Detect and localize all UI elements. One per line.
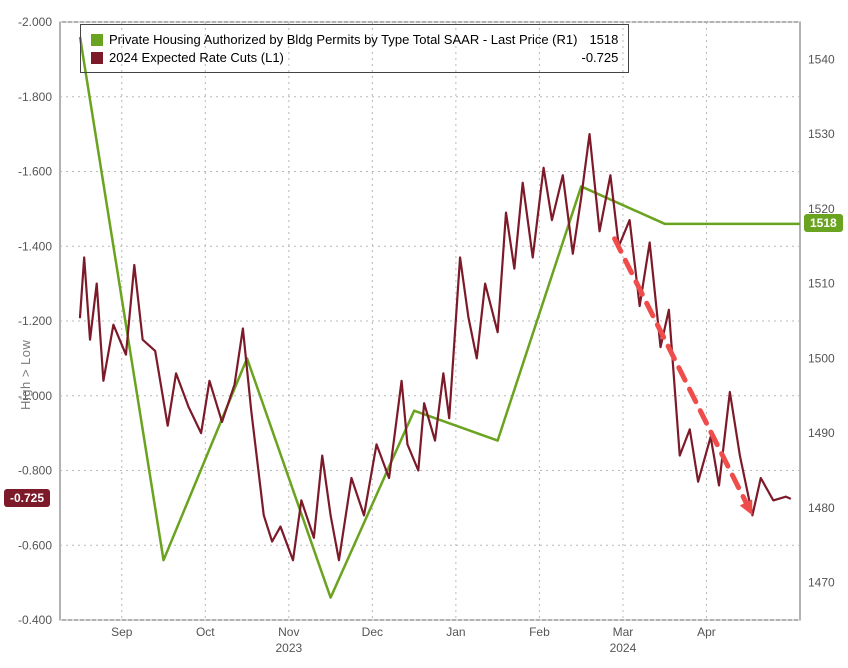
svg-text:1500: 1500	[808, 351, 835, 365]
legend-label-ratecuts: 2024 Expected Rate Cuts (L1)	[109, 49, 284, 67]
legend-item-ratecuts: 2024 Expected Rate Cuts (L1) -0.725	[91, 49, 618, 67]
svg-text:1510: 1510	[808, 277, 835, 291]
svg-text:1530: 1530	[808, 127, 835, 141]
svg-text:2023: 2023	[275, 641, 302, 655]
left-axis-direction-label: High > Low	[18, 340, 33, 410]
svg-text:Oct: Oct	[196, 625, 215, 639]
legend: Private Housing Authorized by Bldg Permi…	[80, 24, 629, 73]
svg-text:1490: 1490	[808, 426, 835, 440]
svg-text:Sep: Sep	[111, 625, 133, 639]
svg-text:Nov: Nov	[278, 625, 299, 639]
legend-label-permits: Private Housing Authorized by Bldg Permi…	[109, 31, 577, 49]
svg-text:Jan: Jan	[446, 625, 465, 639]
legend-swatch-ratecuts	[91, 52, 103, 64]
chart-svg: -2.000-1.800-1.600-1.400-1.200-1.000-0.8…	[0, 0, 848, 668]
svg-text:Apr: Apr	[697, 625, 716, 639]
svg-text:-0.600: -0.600	[18, 538, 52, 552]
svg-text:Feb: Feb	[529, 625, 550, 639]
svg-text:-1.200: -1.200	[18, 314, 52, 328]
svg-text:1540: 1540	[808, 52, 835, 66]
legend-value-ratecuts: -0.725	[582, 49, 619, 67]
svg-text:-1.800: -1.800	[18, 90, 52, 104]
legend-item-permits: Private Housing Authorized by Bldg Permi…	[91, 31, 618, 49]
legend-swatch-permits	[91, 34, 103, 46]
svg-text:2024: 2024	[610, 641, 637, 655]
svg-text:-2.000: -2.000	[18, 15, 52, 29]
legend-value-permits: 1518	[589, 31, 618, 49]
right-axis-flag: 1518	[804, 214, 843, 232]
svg-text:-0.400: -0.400	[18, 613, 52, 627]
svg-text:-1.600: -1.600	[18, 165, 52, 179]
chart-container: -2.000-1.800-1.600-1.400-1.200-1.000-0.8…	[0, 0, 848, 668]
svg-text:Dec: Dec	[362, 625, 383, 639]
svg-text:1480: 1480	[808, 501, 835, 515]
svg-text:-1.400: -1.400	[18, 239, 52, 253]
svg-text:1470: 1470	[808, 576, 835, 590]
svg-text:Mar: Mar	[613, 625, 634, 639]
svg-text:-0.800: -0.800	[18, 464, 52, 478]
left-axis-flag: -0.725	[4, 489, 50, 507]
